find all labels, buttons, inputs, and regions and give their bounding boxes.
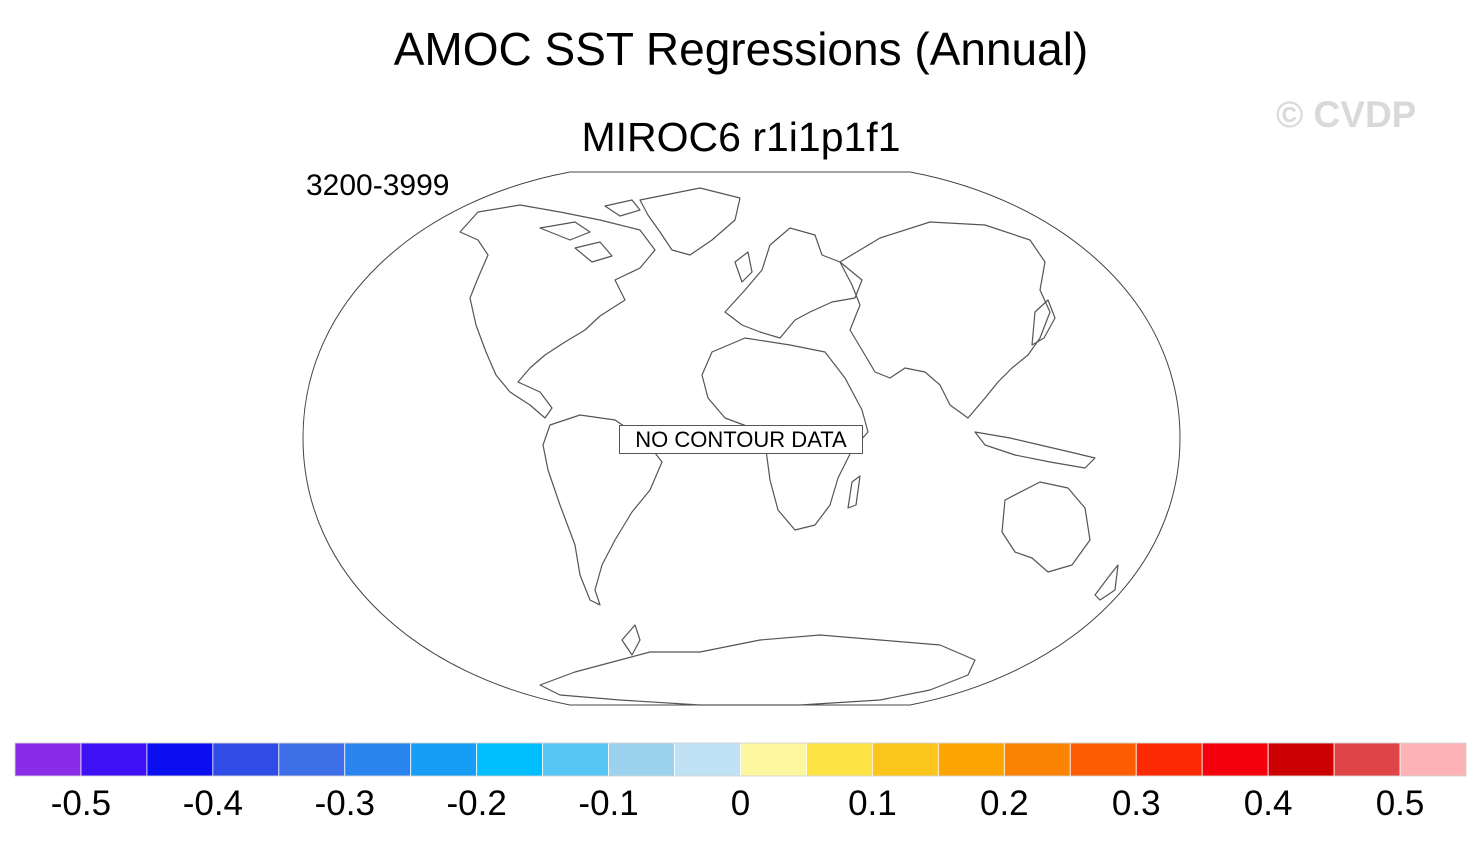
colorbar-box-15: [1003, 742, 1071, 777]
colorbar-box-14: [937, 742, 1005, 777]
colorbar-box-3: [212, 742, 280, 777]
chart-title: AMOC SST Regressions (Annual): [393, 23, 1089, 75]
colorbar-box-19: [1267, 742, 1335, 777]
colorbar-box-10: [674, 742, 741, 777]
colorbar-tick-label: 0.4: [1244, 784, 1293, 823]
colorbar-tick-labels: -0.5 -0.4 -0.3 -0.2 -0.1 0 0.1 0.2 0.3 0.4 0.5: [51, 784, 1425, 823]
colorbar-box-0: [14, 742, 82, 777]
coast-europe: [724, 227, 863, 339]
coast-new-zealand: [1094, 564, 1119, 601]
colorbar-box-1: [80, 742, 148, 777]
coast-north-america: [459, 204, 656, 419]
colorbar-box-9: [608, 742, 675, 777]
coast-british-isles: [734, 251, 753, 283]
colorbar-tick-label: -0.5: [51, 784, 111, 823]
colorbar-tick-label: -0.4: [183, 784, 243, 823]
colorbar-tick-label: 0.2: [980, 784, 1029, 823]
colorbar-box-8: [542, 742, 609, 777]
colorbar-box-4: [278, 742, 346, 777]
colorbar-box-6: [410, 742, 478, 777]
chart-subtitle: MIROC6 r1i1p1f1: [581, 114, 901, 160]
colorbar-box-12: [806, 742, 873, 777]
colorbar-tick-label: 0.1: [848, 784, 897, 823]
no-contour-data-label: NO CONTOUR DATA: [619, 425, 863, 454]
colorbar-tick-label: 0.3: [1112, 784, 1161, 823]
coast-australia: [1001, 481, 1091, 573]
cvdp-watermark: © CVDP: [1276, 94, 1417, 135]
coast-japan: [1031, 299, 1056, 346]
coast-indonesia: [974, 431, 1096, 469]
colorbar-box-18: [1201, 742, 1269, 777]
colorbar-box-21: [1399, 742, 1467, 777]
coast-antarctic-peninsula: [621, 624, 641, 656]
coast-asia: [839, 221, 1051, 419]
coast-madagascar: [847, 475, 861, 509]
period-label: 3200-3999: [306, 169, 450, 202]
colorbar-box-5: [344, 742, 412, 777]
map-panel: [302, 171, 1181, 706]
colorbar-frame: [14, 742, 1467, 777]
map-outline: [302, 171, 1181, 706]
coast-arctic-islands: [539, 199, 641, 263]
colorbar-tick-label: -0.1: [578, 784, 638, 823]
colorbar-tick-label: 0: [731, 784, 750, 823]
colorbar-box-20: [1333, 742, 1401, 777]
colorbar-tick-label: 0.5: [1376, 784, 1425, 823]
colorbar-tick-label: -0.3: [315, 784, 375, 823]
colorbar-box-2: [146, 742, 214, 777]
coast-antarctica: [539, 634, 976, 706]
colorbar-box-11: [740, 742, 807, 777]
colorbar-box-7: [476, 742, 544, 777]
coast-greenland: [639, 187, 741, 256]
coast-africa: [701, 337, 869, 531]
colorbar-boxes: [14, 742, 1467, 777]
colorbar-box-17: [1135, 742, 1203, 777]
colorbar: -0.5 -0.4 -0.3 -0.2 -0.1 0 0.1 0.2 0.3 0.4 0.5: [14, 742, 1467, 823]
colorbar-box-16: [1069, 742, 1137, 777]
colorbar-box-13: [872, 742, 939, 777]
colorbar-tick-label: -0.2: [447, 784, 507, 823]
